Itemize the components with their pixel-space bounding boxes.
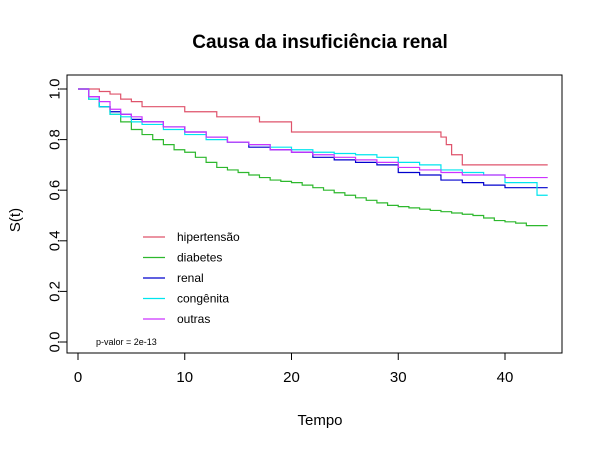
y-tick-label: 0.0 xyxy=(47,332,64,353)
x-tick-label: 30 xyxy=(390,369,407,386)
x-tick-label: 10 xyxy=(176,369,193,386)
x-tick-label: 0 xyxy=(74,369,82,386)
y-tick-label: 1.0 xyxy=(47,79,64,100)
legend-label-congênita: congênita xyxy=(177,292,229,306)
legend-label-hipertensão: hipertensão xyxy=(177,230,240,244)
y-tick-label: 0.6 xyxy=(47,180,64,201)
legend-label-outras: outras xyxy=(177,312,210,326)
y-axis: 0.0 0.2 0.4 0.6 0.8 1.0 xyxy=(47,79,68,353)
series-line-diabetes xyxy=(78,88,548,227)
chart-title: Causa da insuficiência renal xyxy=(192,32,448,53)
p-value-annotation: p-valor = 2e-13 xyxy=(96,337,157,347)
x-axis-label: Tempo xyxy=(297,412,342,429)
x-axis: 0 10 20 30 40 xyxy=(74,352,514,386)
x-tick-label: 20 xyxy=(283,369,300,386)
y-axis-label: S(t) xyxy=(7,208,24,232)
series-line-outras xyxy=(78,88,548,179)
x-tick-label: 40 xyxy=(497,369,514,386)
y-tick-label: 0.2 xyxy=(47,281,64,302)
legend: hipertensão diabetes renal congênita outras xyxy=(143,230,240,326)
y-tick-label: 0.8 xyxy=(47,129,64,150)
y-tick-label: 0.4 xyxy=(47,230,64,251)
series-line-congênita xyxy=(78,88,548,196)
survival-curves xyxy=(78,88,548,227)
legend-label-renal: renal xyxy=(177,271,204,285)
series-line-hipertensão xyxy=(78,88,548,166)
legend-label-diabetes: diabetes xyxy=(177,251,222,265)
